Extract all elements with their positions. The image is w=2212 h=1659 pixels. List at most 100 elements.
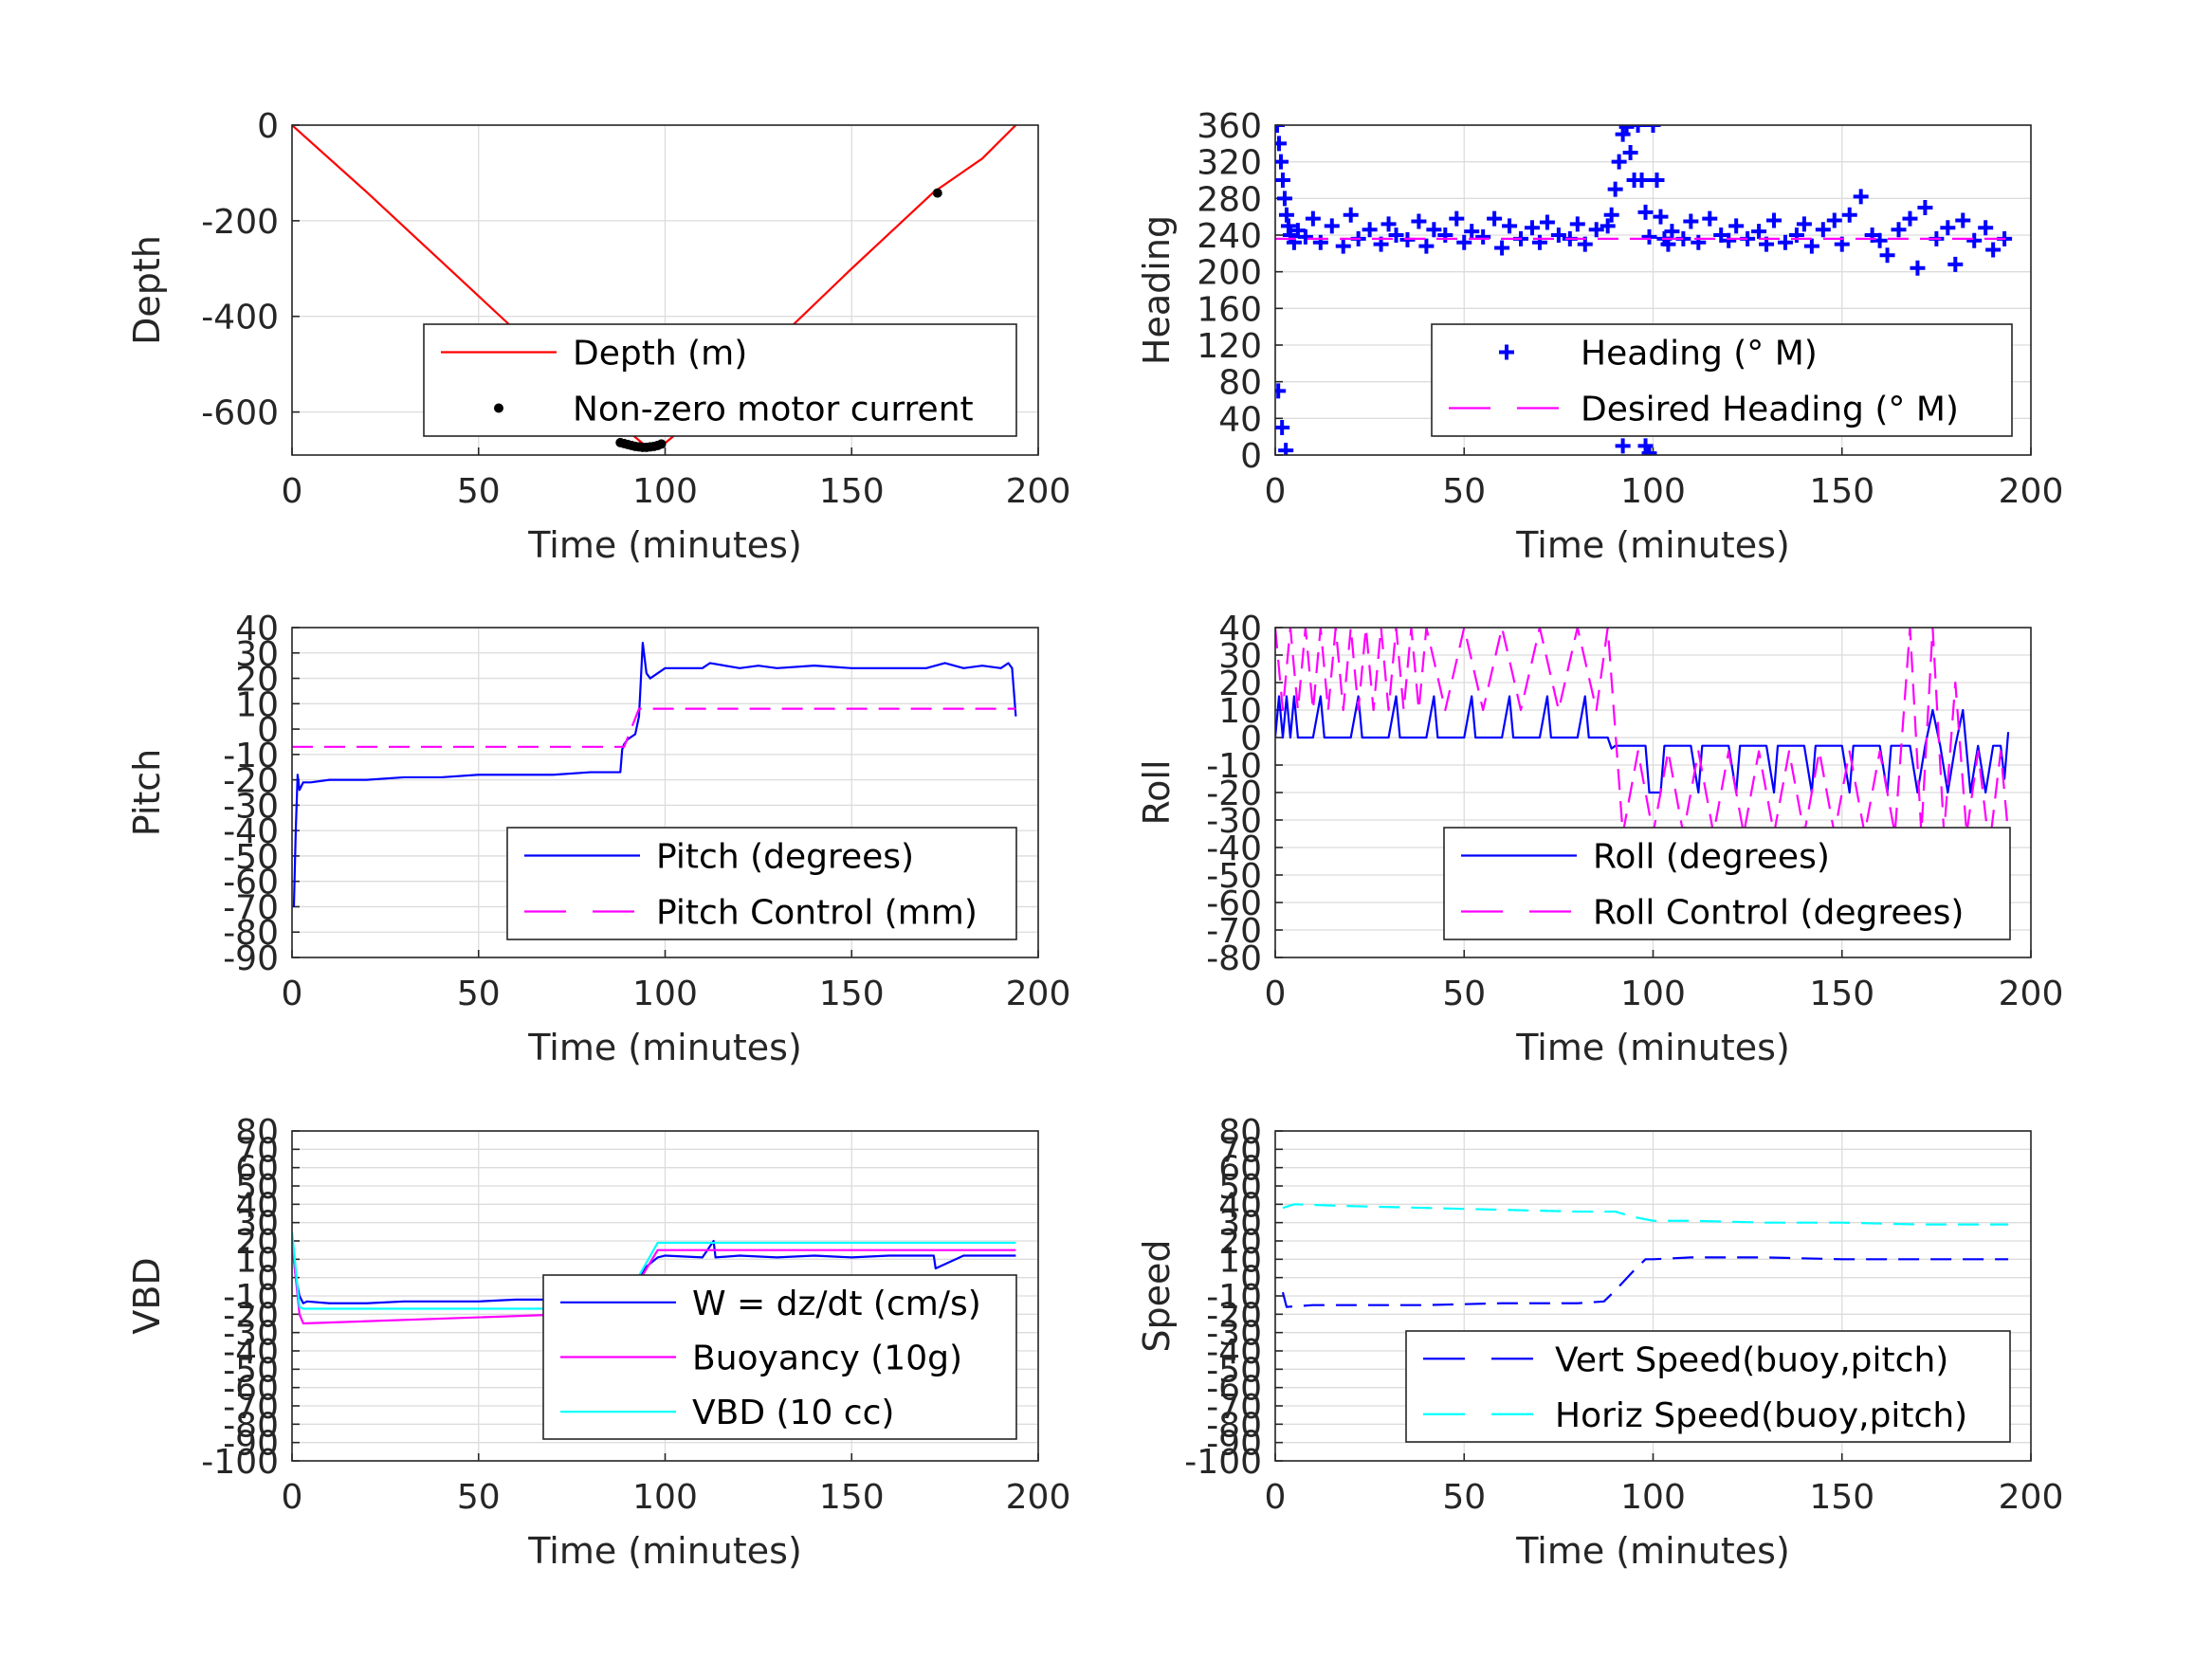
data-point: [1891, 222, 1907, 238]
y-tick-label: 30: [235, 1205, 279, 1244]
chart-panel-pitch: 0 50 100 150 200403020100-10-20-30-40-50-60-…: [126, 610, 1070, 1068]
y-tick-label: -20: [223, 762, 279, 801]
x-tick-label: 0: [1265, 472, 1287, 511]
data-point: [1426, 222, 1442, 238]
chart-panel-depth: 0 50 100 150 200 0 -200 -400 -600 Time (minutes) D…: [126, 107, 1070, 566]
y-axis-title: Depth: [126, 235, 168, 345]
data-point: [1902, 210, 1918, 227]
x-axis-title: Time (minutes): [527, 1530, 802, 1572]
y-tick-label: -50: [223, 838, 279, 877]
y-tick-label: -80: [1206, 939, 1262, 978]
x-tick-label: 150: [819, 472, 885, 511]
axes-box: [1274, 627, 2032, 958]
x-tick-label: 0: [282, 472, 303, 511]
y-tick-label: -40: [1206, 1333, 1262, 1372]
data-point: [1464, 224, 1480, 240]
chart-panel-roll: 0 50 100 150 200403020100-10-20-30-40-50-60-…: [1136, 610, 2063, 1068]
x-tick-label: 100: [1620, 975, 1686, 1013]
y-tick-label: -60: [223, 864, 279, 902]
data-point: [1275, 383, 1287, 399]
y-tick-label: -10: [223, 737, 279, 775]
y-tick-label: -200: [201, 203, 279, 242]
legend-box: [1431, 323, 2013, 437]
data-point: [1796, 216, 1812, 232]
y-tick-label: -80: [223, 1406, 279, 1445]
data-point: [1588, 222, 1604, 238]
series-line: [292, 1231, 1016, 1310]
data-point: [1917, 200, 1933, 215]
data-point: [1305, 210, 1321, 227]
data-point: [1978, 220, 1994, 236]
y-axis-title: Roll: [1136, 759, 1178, 825]
data-point: [1286, 234, 1302, 250]
x-tick-label: 100: [632, 1478, 698, 1517]
y-tick-label: 120: [1197, 327, 1262, 366]
y-tick-label: 0: [1240, 437, 1262, 476]
y-tick-label: -80: [223, 914, 279, 953]
data-point: [1487, 210, 1503, 227]
axes-box: [291, 124, 1039, 456]
y-tick-label: 360: [1197, 107, 1262, 146]
x-tick-label: 200: [1999, 1478, 2064, 1517]
x-tick-label: 50: [457, 1478, 501, 1517]
x-tick-label: 150: [819, 1478, 885, 1517]
data-point: [1947, 256, 1964, 272]
series-line: [1282, 1203, 2009, 1226]
legend: Pitch (degrees) Pitch Control (mm): [506, 827, 1017, 940]
data-point: [1411, 213, 1427, 229]
x-tick-label: 0: [1265, 975, 1287, 1013]
data-point: [1276, 191, 1292, 207]
data-point: [1275, 420, 1290, 435]
y-tick-label: 40: [1218, 400, 1262, 439]
y-tick-label: -400: [201, 299, 279, 337]
legend-label: Depth (m): [573, 335, 747, 374]
y-tick-label: -600: [201, 394, 279, 433]
y-tick-label: 30: [1218, 637, 1262, 676]
data-point: [1702, 210, 1718, 227]
data-point: [1634, 173, 1650, 188]
data-point: [1456, 234, 1472, 250]
x-tick-label: 150: [1809, 1478, 1874, 1517]
y-tick-label: -60: [1206, 1370, 1262, 1409]
y-tick-label: 70: [235, 1131, 279, 1170]
y-tick-label: -50: [223, 1351, 279, 1390]
data-point: [1502, 218, 1518, 234]
chart-panel-heading: 0 50 100 150 20004080120160200240280320360Ti…: [1136, 107, 2063, 566]
data-point: [1872, 232, 1888, 248]
x-tick-label: 100: [1620, 472, 1686, 511]
axes-box: [1274, 1130, 2032, 1462]
legend-label: Vert Speed(buoy,pitch): [1555, 1340, 1948, 1379]
series-line: [1275, 628, 2010, 849]
y-tick-label: 70: [1218, 1131, 1262, 1170]
y-tick-label: -30: [223, 1315, 279, 1354]
data-point: [1343, 207, 1359, 223]
data-point: [1815, 222, 1831, 238]
data-point: [1622, 145, 1638, 160]
data-point: [1630, 125, 1646, 133]
legend-label: Buoyancy (10g): [692, 1340, 962, 1378]
y-tick-label: 50: [235, 1168, 279, 1207]
y-tick-label: 280: [1197, 180, 1262, 219]
series-roll-1: [1275, 628, 2010, 849]
data-point: [1955, 212, 1971, 228]
y-tick-label: -100: [201, 1443, 279, 1482]
series-speed-0: [1281, 1256, 2009, 1308]
y-tick-label: 160: [1197, 290, 1262, 329]
data-point: [1531, 234, 1547, 250]
y-tick-label: 60: [1218, 1150, 1262, 1189]
y-tick-label: -40: [1206, 830, 1262, 868]
y-tick-label: -40: [223, 1333, 279, 1372]
legend-label: W = dz/dt (cm/s): [692, 1285, 981, 1323]
axes-box: [291, 627, 1039, 958]
y-tick-label: -100: [1184, 1443, 1262, 1482]
y-tick-label: 40: [1218, 610, 1262, 648]
data-point: [1649, 173, 1665, 188]
data-point: [1641, 446, 1657, 455]
data-point: [1641, 228, 1657, 245]
y-tick-label: -10: [223, 1278, 279, 1317]
y-tick-label: -70: [223, 1388, 279, 1427]
x-axis-title: Time (minutes): [1515, 1027, 1790, 1068]
x-tick-label: 100: [1620, 1478, 1686, 1517]
data-point: [1841, 207, 1857, 223]
